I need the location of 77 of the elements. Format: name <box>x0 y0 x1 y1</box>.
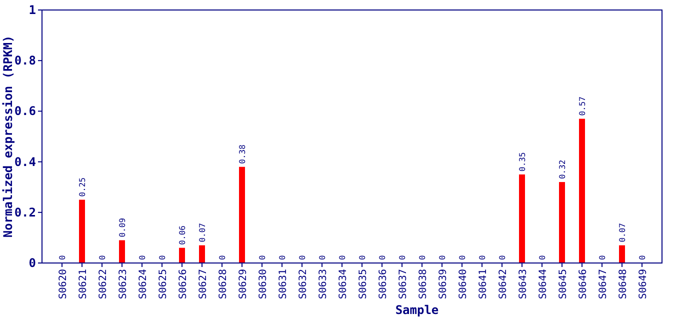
data-label: 0 <box>98 255 107 260</box>
data-label: 0 <box>318 255 327 260</box>
x-tick-label: S0629 <box>238 269 249 300</box>
data-label: 0 <box>498 255 507 260</box>
data-label: 0 <box>638 255 647 260</box>
y-tick-label: 0.6 <box>14 104 36 118</box>
bar <box>119 240 125 263</box>
x-tick-label: S0641 <box>478 269 489 300</box>
data-label: 0 <box>58 255 67 260</box>
bar <box>79 200 85 263</box>
x-tick-label: S0634 <box>338 269 349 300</box>
x-tick-label: S0645 <box>558 269 569 300</box>
x-tick-label: S0642 <box>498 269 509 300</box>
data-label: 0.38 <box>238 144 247 164</box>
x-tick-label: S0637 <box>398 269 409 300</box>
x-tick-label: S0632 <box>298 269 309 300</box>
data-label: 0 <box>338 255 347 260</box>
bar <box>239 166 245 263</box>
y-tick-label: 0.2 <box>14 205 36 220</box>
x-tick-label: S0647 <box>598 269 609 300</box>
data-label: 0 <box>438 255 447 260</box>
x-tick-label: S0646 <box>578 269 589 300</box>
x-tick-label: S0623 <box>118 269 129 300</box>
x-tick-label: S0626 <box>178 269 189 300</box>
x-tick-label: S0640 <box>458 269 469 300</box>
bar <box>519 174 525 263</box>
data-label: 0.32 <box>558 160 567 180</box>
x-tick-label: S0620 <box>58 269 69 300</box>
data-label: 0.57 <box>578 96 587 116</box>
x-tick-label: S0621 <box>78 269 89 300</box>
y-tick-label: 0 <box>28 256 36 270</box>
x-tick-label: S0649 <box>638 269 649 300</box>
data-label: 0.25 <box>78 177 87 197</box>
data-label: 0.06 <box>178 225 187 245</box>
x-tick-label: S0635 <box>358 269 369 300</box>
bar <box>579 118 585 263</box>
x-tick-label: S0627 <box>198 269 209 300</box>
y-tick-label: 0.4 <box>14 154 36 169</box>
x-tick-label: S0644 <box>538 269 549 300</box>
bar <box>179 248 185 263</box>
data-label: 0 <box>478 255 487 260</box>
data-label: 0 <box>278 255 287 260</box>
y-tick-label: 0.8 <box>14 54 36 68</box>
x-tick-label: S0633 <box>318 269 329 300</box>
data-label: 0 <box>538 255 547 260</box>
data-label: 0 <box>598 255 607 260</box>
data-label: 0 <box>138 255 147 260</box>
bar <box>619 245 625 263</box>
data-label: 0 <box>258 255 267 260</box>
y-tick-label: 1 <box>28 3 36 17</box>
data-label: 0 <box>218 255 227 260</box>
x-tick-label: S0630 <box>258 269 269 300</box>
x-tick-label: S0625 <box>158 269 169 300</box>
x-tick-label: S0648 <box>618 269 629 300</box>
data-label: 0.07 <box>198 222 207 242</box>
x-tick-label: S0631 <box>278 269 289 300</box>
x-tick-label: S0628 <box>218 269 229 300</box>
bar <box>199 245 205 263</box>
data-label: 0.35 <box>518 152 527 172</box>
data-label: 0 <box>378 255 387 260</box>
data-label: 0 <box>358 255 367 260</box>
x-axis-title: Sample <box>395 303 439 317</box>
y-axis-title: Normalized expression (RPKM) <box>1 35 15 238</box>
data-label: 0 <box>298 255 307 260</box>
bar <box>559 182 565 263</box>
x-tick-label: S0643 <box>518 269 529 300</box>
data-label: 0 <box>398 255 407 260</box>
data-label: 0 <box>158 255 167 260</box>
x-tick-label: S0639 <box>438 269 449 300</box>
x-tick-label: S0636 <box>378 269 389 300</box>
data-label: 0.07 <box>618 222 627 242</box>
x-tick-label: S0624 <box>138 269 149 300</box>
x-tick-label: S0638 <box>418 269 429 300</box>
data-label: 0.09 <box>118 218 127 238</box>
data-label: 0 <box>458 255 467 260</box>
x-tick-label: S0622 <box>98 269 109 300</box>
data-label: 0 <box>418 255 427 260</box>
